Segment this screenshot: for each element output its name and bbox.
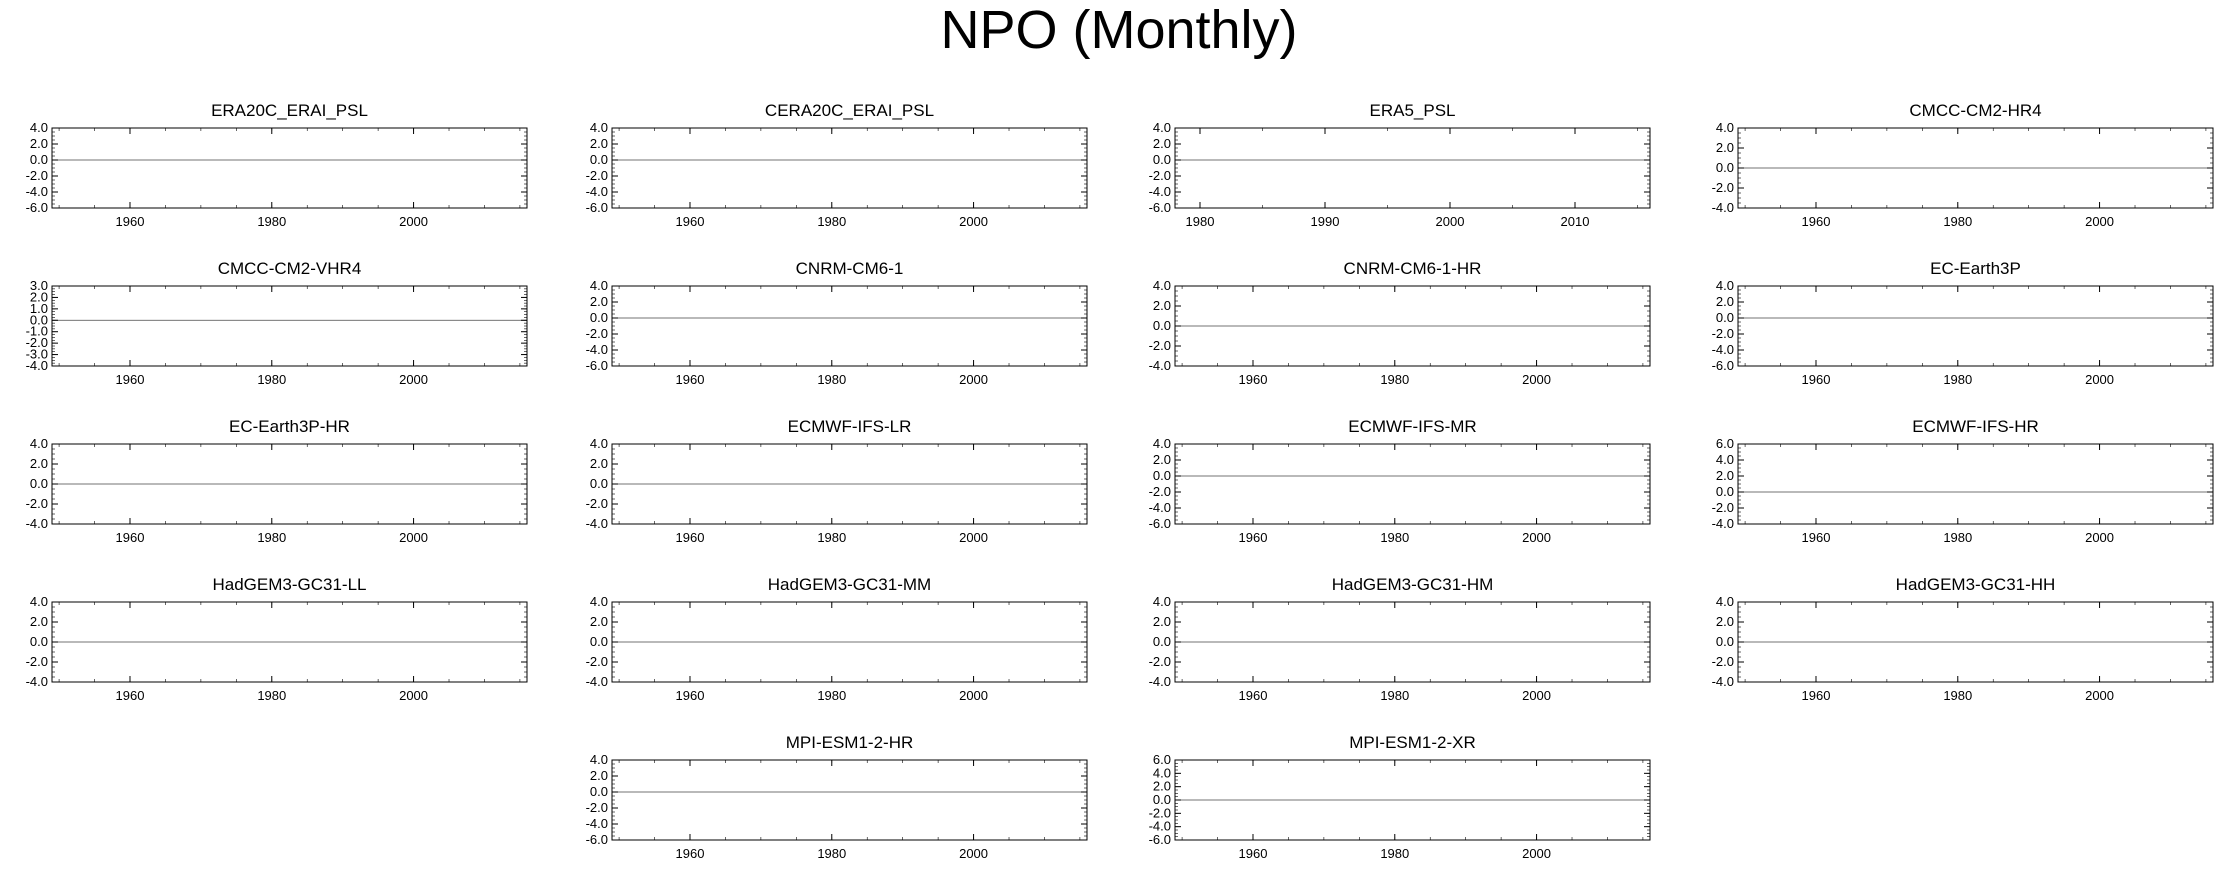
panel-title: CERA20C_ERAI_PSL — [765, 101, 934, 120]
y-tick-label: 2.0 — [30, 136, 48, 151]
plot-frame — [51, 285, 528, 367]
y-tick-label: 2.0 — [1153, 136, 1171, 151]
y-tick-label: -6.0 — [586, 200, 608, 215]
y-tick-label: -2.0 — [1712, 180, 1734, 195]
x-tick-label: 1980 — [1943, 214, 1972, 229]
y-tick-label: -6.0 — [26, 200, 48, 215]
y-tick-label: 0.0 — [1716, 160, 1734, 175]
y-tick-label: 0.0 — [30, 312, 48, 327]
y-tick-label: 0.0 — [590, 310, 608, 325]
y-tick-label: 4.0 — [30, 120, 48, 135]
y-tick-label: 4.0 — [1716, 120, 1734, 135]
y-tick-label: -4.0 — [26, 358, 48, 373]
y-tick-label: 0.0 — [30, 152, 48, 167]
y-tick-label: -2.0 — [26, 168, 48, 183]
y-tick-label: -3.0 — [26, 347, 48, 362]
x-tick-label: 1980 — [257, 372, 286, 387]
y-tick-label: 2.0 — [590, 136, 608, 151]
plot-frame — [1174, 127, 1651, 209]
y-tick-label: -4.0 — [586, 184, 608, 199]
y-tick-label: -2.0 — [26, 335, 48, 350]
x-tick-label: 1960 — [1802, 214, 1831, 229]
y-tick-label: -1.0 — [26, 324, 48, 339]
x-tick-label: 1980 — [257, 214, 286, 229]
x-tick-label: 2010 — [1561, 214, 1590, 229]
x-tick-label: 2000 — [2085, 214, 2114, 229]
y-tick-label: 0.0 — [590, 152, 608, 167]
y-tick-label: -2.0 — [586, 168, 608, 183]
y-tick-label: 4.0 — [1153, 120, 1171, 135]
y-tick-label: -6.0 — [1149, 200, 1171, 215]
y-tick-label: 2.0 — [30, 289, 48, 304]
x-tick-label: 2000 — [399, 214, 428, 229]
panel-title: CNRM-CM6-1 — [796, 259, 904, 278]
y-tick-label: -4.0 — [1149, 184, 1171, 199]
panel: ERA5_PSL 4.02.00.0-2.0-4.0-6.0 1980 1990 200… — [1149, 101, 1651, 229]
panel: ERA20C_ERAI_PSL 4.02.00.0-2.0-4.0-6.0 1960… — [26, 101, 528, 229]
panel: CMCC-CM2-VHR4 3.02.01.00.0-1.0-2.0-3.0-4.… — [26, 259, 528, 387]
page-title: NPO (Monthly) — [940, 0, 1298, 60]
plot-frame — [611, 127, 1088, 209]
x-tick-label: 1960 — [116, 214, 145, 229]
panel: CERA20C_ERAI_PSL 4.02.00.0-2.0-4.0-6.0 196… — [586, 101, 1088, 229]
y-tick-label: -4.0 — [1712, 200, 1734, 215]
x-tick-label: 1960 — [676, 214, 705, 229]
x-tick-label: 2000 — [959, 214, 988, 229]
y-tick-label: 2.0 — [590, 294, 608, 309]
panel-title: CMCC-CM2-HR4 — [1909, 101, 2041, 120]
y-tick-label: -4.0 — [26, 184, 48, 199]
x-tick-label: 1980 — [1186, 214, 1215, 229]
y-tick-label: 1.0 — [30, 301, 48, 316]
x-tick-label: 1980 — [817, 214, 846, 229]
panel: CMCC-CM2-HR4 4.0 2.0 0.0 -2.0 -4.0 1960 1980 200… — [1712, 101, 2214, 229]
panel-title: ERA5_PSL — [1370, 101, 1456, 120]
y-tick-label: 4.0 — [590, 120, 608, 135]
y-tick-label: 3.0 — [30, 278, 48, 293]
panel-title: ERA20C_ERAI_PSL — [211, 101, 368, 120]
y-tick-label: -2.0 — [1149, 168, 1171, 183]
x-tick-label: 1960 — [116, 372, 145, 387]
y-tick-label: 0.0 — [1153, 152, 1171, 167]
panel-title: CMCC-CM2-VHR4 — [218, 259, 362, 278]
x-tick-label: 2000 — [399, 372, 428, 387]
plot-frame — [51, 127, 528, 209]
x-tick-label: 1990 — [1311, 214, 1340, 229]
plot-frame — [611, 285, 1088, 367]
y-tick-label: 2.0 — [1716, 140, 1734, 155]
x-tick-label: 2000 — [1436, 214, 1465, 229]
y-tick-label: 4.0 — [590, 278, 608, 293]
